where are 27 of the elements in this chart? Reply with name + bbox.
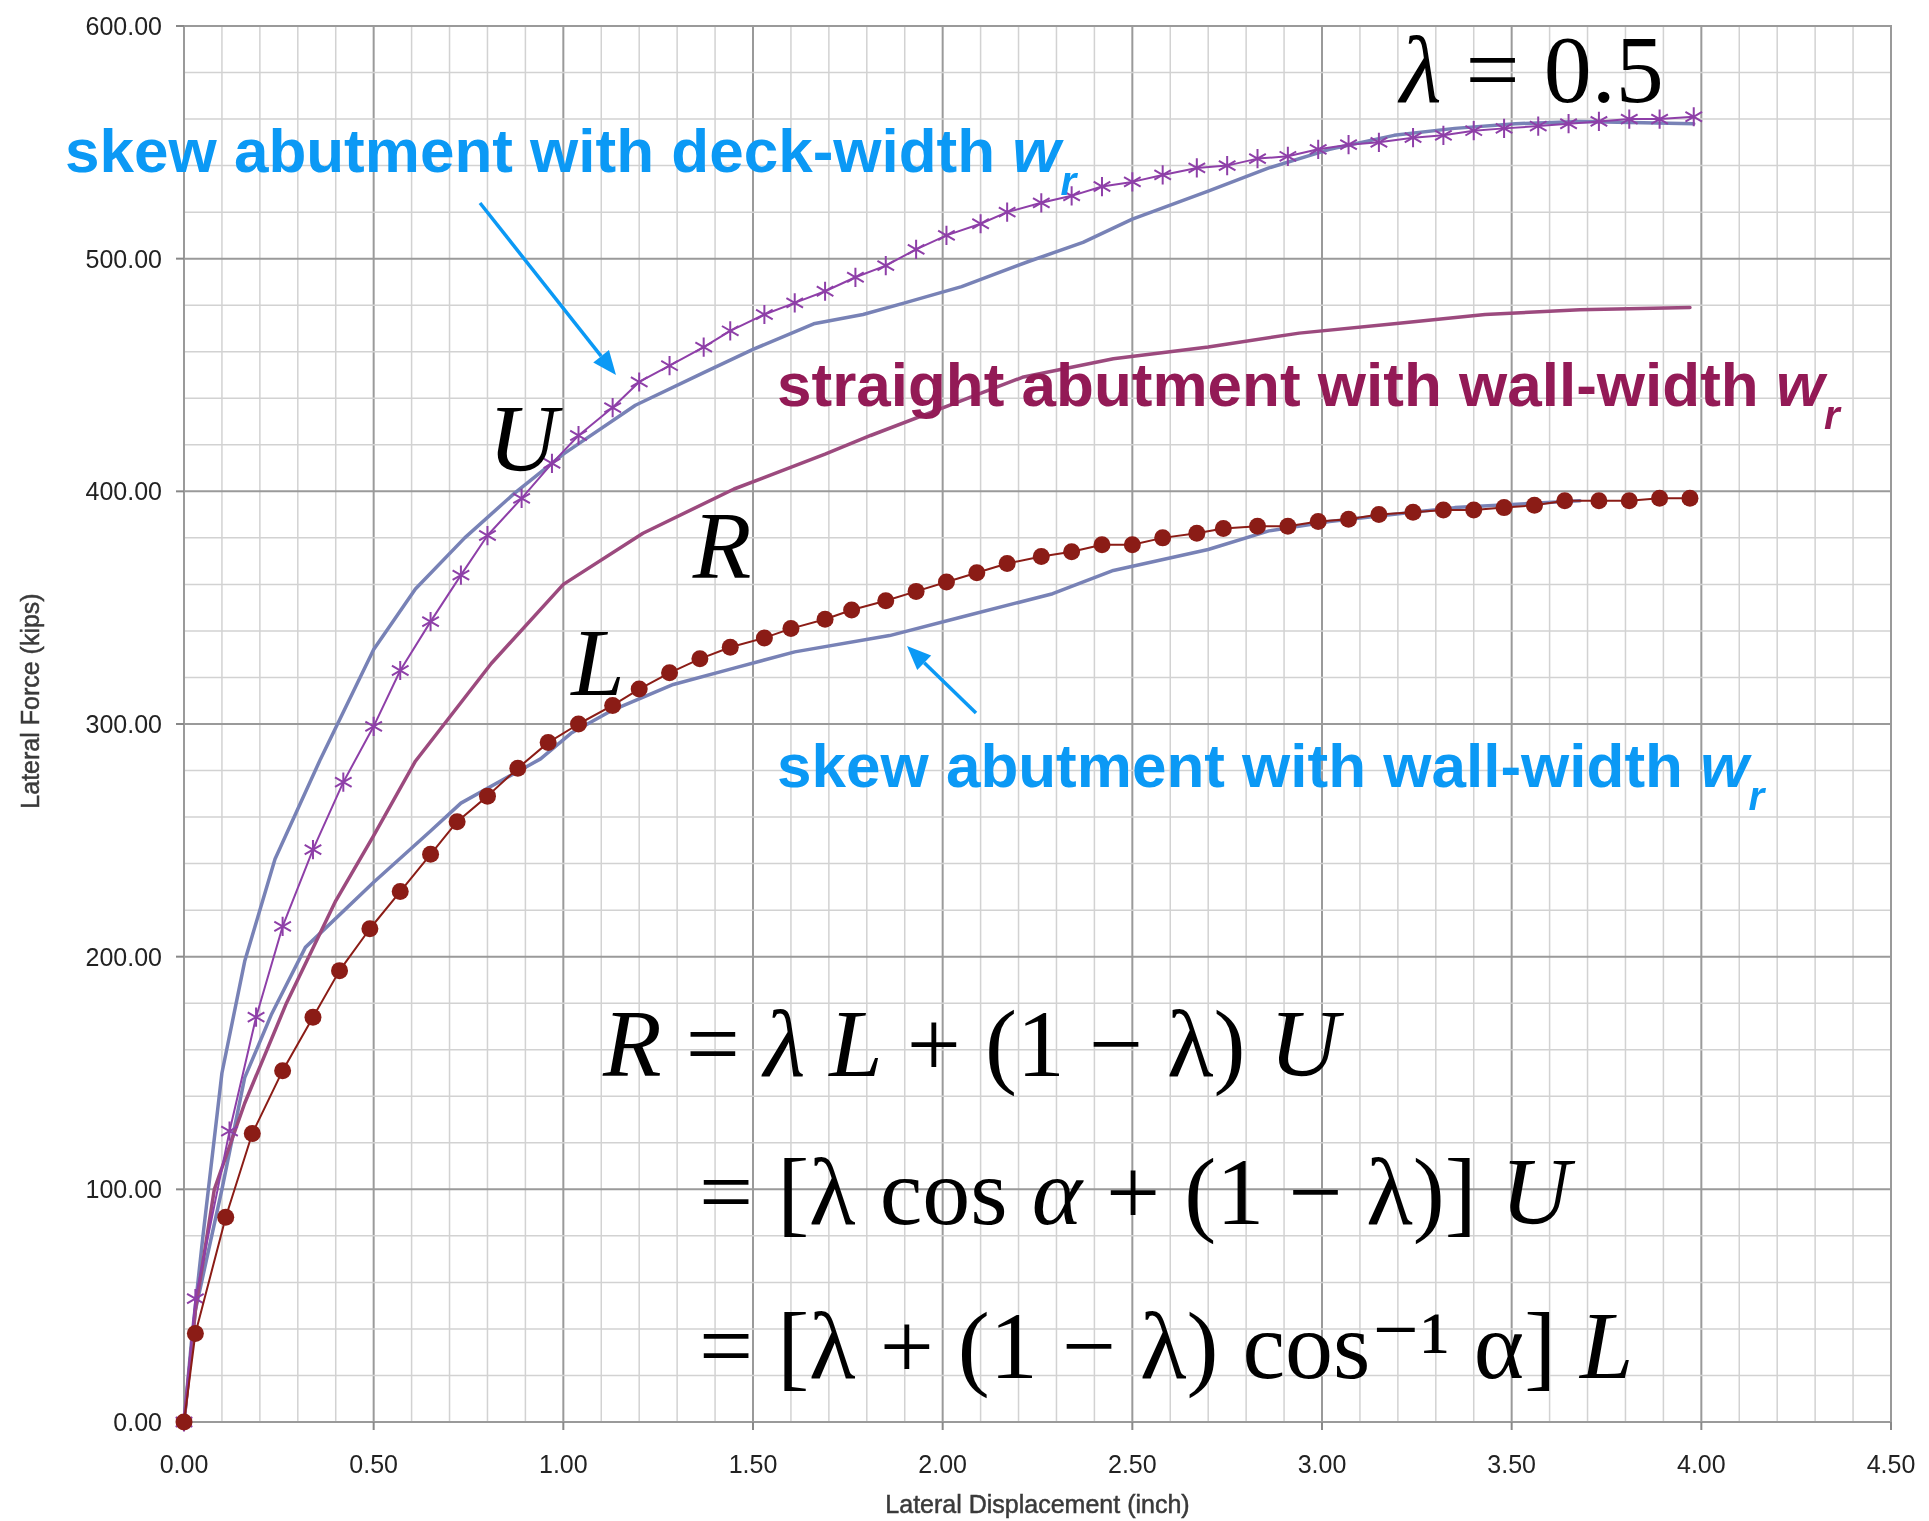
x-tick-label: 1.00 (539, 1450, 588, 1478)
text: = [λ + (1 − λ) cos⁻¹ α] L (699, 1292, 1634, 1399)
x-tick-label: 4.00 (1677, 1450, 1726, 1478)
annotation: U (488, 385, 564, 492)
y-tick-label: 400.00 (85, 477, 162, 506)
x-tick-label: 1.50 (728, 1450, 778, 1478)
y-tick-label: 600.00 (85, 12, 162, 40)
y-tick-label: 200.00 (85, 942, 162, 971)
annotation: skew abutment with wall-width w$_{r}$ (777, 731, 1767, 819)
x-tick-label: 3.50 (1487, 1450, 1536, 1478)
y-tick-label: 500.00 (85, 244, 162, 273)
x-tick-label: 0.00 (159, 1450, 209, 1478)
annotation: L (569, 609, 625, 716)
x-tick-label: 4.50 (1866, 1450, 1916, 1478)
y-tick-label: 0.00 (113, 1408, 162, 1436)
y-axis-title: Lateral Force (kips) (16, 593, 44, 809)
x-tick-label: 0.50 (349, 1450, 398, 1478)
annotation: λ = 0.5 (1397, 16, 1664, 123)
annotation: R (691, 492, 752, 599)
x-tick-label: 3.00 (1297, 1450, 1347, 1478)
annotation: skew abutment with deck-width w$_{r}$ (65, 116, 1079, 204)
x-tick-label: 2.50 (1108, 1450, 1157, 1478)
y-tick-label: 300.00 (85, 710, 162, 738)
annotation: straight abutment with wall-width w$_{r}$ (777, 350, 1843, 438)
y-tick-label: 100.00 (85, 1175, 162, 1204)
x-tick-label: 2.00 (918, 1450, 967, 1478)
x-axis-title: Lateral Displacement (inch) (885, 1490, 1190, 1518)
